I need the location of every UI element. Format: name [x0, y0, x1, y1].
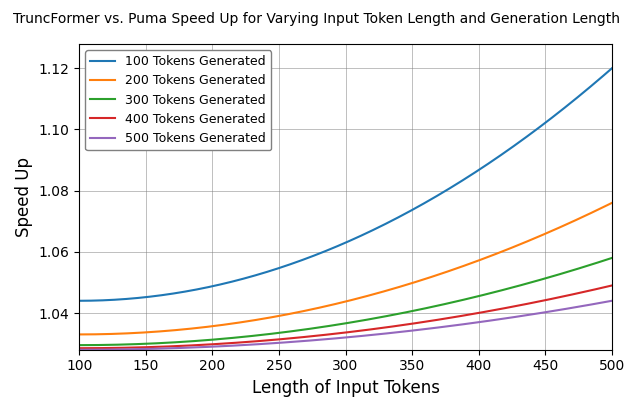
500 Tokens Generated — [364, 333, 371, 338]
400 Tokens Generated — [76, 346, 83, 351]
300 Tokens Generated — [328, 323, 336, 328]
500 Tokens Generated — [608, 298, 616, 303]
500 Tokens Generated — [332, 336, 339, 341]
Line: 500 Tokens Generated: 500 Tokens Generated — [79, 301, 612, 350]
300 Tokens Generated — [332, 323, 339, 328]
400 Tokens Generated — [364, 328, 371, 332]
Legend: 100 Tokens Generated, 200 Tokens Generated, 300 Tokens Generated, 400 Tokens Gen: 100 Tokens Generated, 200 Tokens Generat… — [85, 50, 271, 150]
200 Tokens Generated — [595, 207, 603, 212]
200 Tokens Generated — [512, 243, 520, 248]
Text: TruncFormer vs. Puma Speed Up for Varying Input Token Length and Generation Leng: TruncFormer vs. Puma Speed Up for Varyin… — [13, 12, 620, 26]
100 Tokens Generated — [512, 142, 520, 147]
100 Tokens Generated — [76, 298, 83, 303]
X-axis label: Length of Input Tokens: Length of Input Tokens — [252, 379, 440, 397]
100 Tokens Generated — [392, 216, 400, 221]
400 Tokens Generated — [328, 332, 336, 337]
100 Tokens Generated — [328, 246, 336, 251]
300 Tokens Generated — [76, 343, 83, 348]
Y-axis label: Speed Up: Speed Up — [15, 157, 33, 237]
200 Tokens Generated — [392, 286, 400, 290]
300 Tokens Generated — [608, 255, 616, 260]
100 Tokens Generated — [608, 66, 616, 71]
Line: 400 Tokens Generated: 400 Tokens Generated — [79, 286, 612, 348]
500 Tokens Generated — [595, 301, 603, 306]
200 Tokens Generated — [332, 302, 339, 307]
100 Tokens Generated — [595, 77, 603, 82]
Line: 300 Tokens Generated: 300 Tokens Generated — [79, 258, 612, 345]
400 Tokens Generated — [332, 331, 339, 336]
200 Tokens Generated — [76, 332, 83, 337]
500 Tokens Generated — [512, 314, 520, 319]
400 Tokens Generated — [608, 283, 616, 288]
Line: 100 Tokens Generated: 100 Tokens Generated — [79, 68, 612, 301]
200 Tokens Generated — [608, 200, 616, 205]
300 Tokens Generated — [512, 284, 520, 289]
Line: 200 Tokens Generated: 200 Tokens Generated — [79, 203, 612, 335]
400 Tokens Generated — [512, 304, 520, 309]
200 Tokens Generated — [328, 302, 336, 307]
400 Tokens Generated — [595, 286, 603, 291]
100 Tokens Generated — [364, 230, 371, 235]
300 Tokens Generated — [392, 312, 400, 317]
500 Tokens Generated — [76, 347, 83, 352]
100 Tokens Generated — [332, 245, 339, 250]
500 Tokens Generated — [328, 336, 336, 341]
200 Tokens Generated — [364, 293, 371, 298]
400 Tokens Generated — [392, 323, 400, 328]
300 Tokens Generated — [595, 260, 603, 265]
300 Tokens Generated — [364, 317, 371, 322]
500 Tokens Generated — [392, 330, 400, 335]
